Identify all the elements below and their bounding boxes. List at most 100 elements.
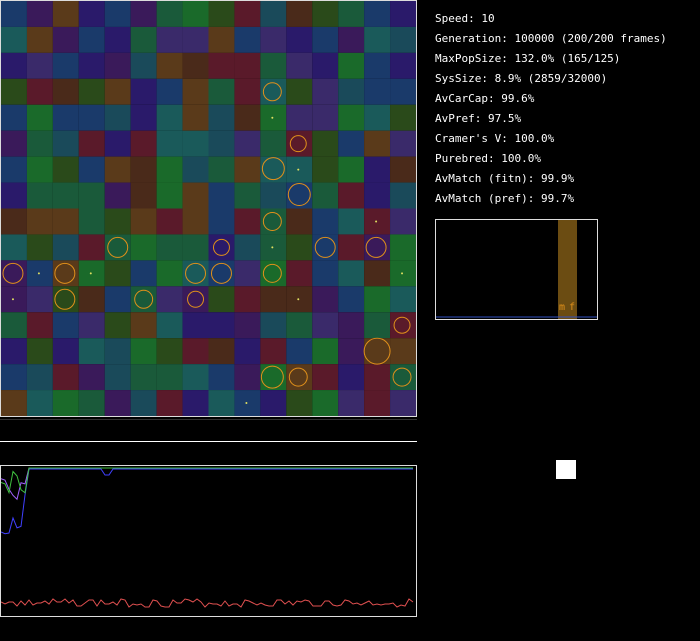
- grid-cell: [1, 338, 27, 365]
- grid-cell: [182, 312, 209, 339]
- grid-cell: [182, 26, 209, 53]
- stat-maxpop: MaxPopSize: 132.0% (165/125): [435, 52, 621, 65]
- grid-cell: [234, 338, 261, 365]
- grid-cell: [156, 156, 183, 183]
- grid-cell: [286, 234, 313, 261]
- grid-cell: [208, 234, 235, 261]
- organism-marker: [262, 211, 282, 231]
- preference-marker: [556, 460, 576, 479]
- grid-cell: [104, 104, 131, 131]
- plot-line-red: [1, 598, 414, 608]
- grid-cell: [104, 312, 131, 339]
- grid-cell: [286, 390, 313, 416]
- grid-cell: [260, 286, 287, 313]
- grid-cell: [390, 208, 416, 235]
- grid-cell: [260, 182, 287, 209]
- grid-cell: [78, 78, 105, 105]
- grid-cell: [338, 26, 365, 53]
- grid-cell: [286, 26, 313, 53]
- grid-cell: [130, 26, 157, 53]
- grid-cell: [364, 78, 391, 105]
- grid-cell: [390, 286, 416, 313]
- grid-cell: [182, 234, 209, 261]
- grid-cell: [208, 338, 235, 365]
- organism-marker: [262, 82, 282, 102]
- grid-cell: [52, 156, 79, 183]
- grid-cell: [338, 130, 365, 157]
- grid-cell: [338, 260, 365, 287]
- grid-cell: [208, 1, 235, 27]
- grid-cell: [312, 78, 339, 105]
- organism-marker: [287, 183, 311, 207]
- plot-line-blue: [1, 468, 413, 535]
- grid-cell: [312, 156, 339, 183]
- grid-cell: [130, 338, 157, 365]
- grid-cell: [52, 78, 79, 105]
- grid-cell: [130, 260, 157, 287]
- grid-cell: [52, 208, 79, 235]
- grid-cell: [130, 364, 157, 391]
- grid-cell: [1, 234, 27, 261]
- grid-cell: [104, 130, 131, 157]
- grid-cell: [26, 364, 53, 391]
- grid-cell: [338, 286, 365, 313]
- grid-cell: [286, 182, 313, 209]
- grid-cell: [156, 52, 183, 79]
- grid-cell: [260, 1, 287, 27]
- grid-cell: [208, 312, 235, 339]
- grid-cell: [312, 234, 339, 261]
- organism-marker: [288, 367, 308, 387]
- organism-marker: [134, 289, 154, 309]
- grid-cell: [52, 104, 79, 131]
- grid-cell: [286, 52, 313, 79]
- grid-cell: [364, 390, 391, 416]
- grid-cell: [156, 1, 183, 27]
- grid-cell: [78, 364, 105, 391]
- grid-cell: [52, 390, 79, 416]
- grid-cell: [338, 156, 365, 183]
- grid-cell: [182, 156, 209, 183]
- stats-panel: Speed: 10 Generation: 100000 (200/200 fr…: [435, 9, 667, 209]
- grid-cell: [364, 260, 391, 287]
- grid-cell: [78, 234, 105, 261]
- grid-cell: [208, 104, 235, 131]
- grid-cell: [390, 1, 416, 27]
- grid-cell: [182, 1, 209, 27]
- histogram-label-f: f: [569, 302, 575, 313]
- grid-cell: [156, 312, 183, 339]
- grid-cell: [104, 156, 131, 183]
- grid-cell: [312, 52, 339, 79]
- grid-cell: [1, 104, 27, 131]
- grid-cell: [390, 156, 416, 183]
- histogram-label-m: m: [559, 302, 565, 313]
- grid-cell: [234, 130, 261, 157]
- grid-cell: [208, 390, 235, 416]
- grid-cell: [182, 130, 209, 157]
- grid-cell: [130, 312, 157, 339]
- trait-histogram: m f: [435, 219, 598, 320]
- grid-cell: [312, 130, 339, 157]
- grid-cell: [104, 26, 131, 53]
- grid-cell: [26, 26, 53, 53]
- grid-cell: [234, 260, 261, 287]
- grid-cell: [312, 1, 339, 27]
- grid-cell: [26, 234, 53, 261]
- grid-cell: [286, 208, 313, 235]
- grid-cell: [338, 234, 365, 261]
- grid-cell: [78, 312, 105, 339]
- grid-cell: [208, 26, 235, 53]
- grid-cell: [26, 130, 53, 157]
- organism-marker: [365, 236, 387, 258]
- grid-cell: [364, 364, 391, 391]
- grid-cell: [130, 234, 157, 261]
- grid-cell: [156, 26, 183, 53]
- grid-cell: [286, 78, 313, 105]
- organism-dot: [37, 272, 40, 275]
- grid-cell: [260, 26, 287, 53]
- organism-marker: [54, 288, 76, 310]
- grid-cell: [156, 182, 183, 209]
- grid-cell: [312, 364, 339, 391]
- grid-cell: [338, 390, 365, 416]
- grid-cell: [130, 182, 157, 209]
- organism-dot: [271, 246, 274, 249]
